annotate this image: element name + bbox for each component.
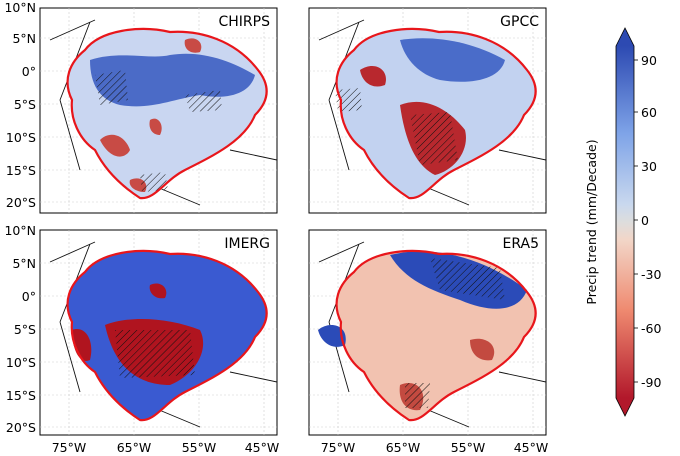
lat-tick: 10°S [6, 355, 36, 370]
significance-hatching [95, 70, 222, 192]
lat-tick: 0° [22, 64, 36, 79]
lat-tick: 0° [22, 289, 36, 304]
lat-axis-top: 10°N 5°N 0° 5°S 10°S 15°S 20°S [4, 0, 36, 210]
lat-tick: 10°N [4, 0, 36, 15]
colorbar-tick: -90 [641, 375, 661, 390]
panel-title: CHIRPS [219, 14, 271, 30]
lon-tick: 65°W [117, 440, 152, 455]
lat-tick: 10°S [6, 130, 36, 145]
panel-chirps: CHIRPS [39, 7, 278, 214]
colorbar-tick: 0 [641, 213, 649, 228]
lon-tick: 45°W [514, 440, 549, 455]
panel-title: ERA5 [503, 236, 540, 252]
lat-tick: 20°S [6, 195, 36, 210]
lon-tick: 75°W [321, 440, 356, 455]
lat-tick: 5°N [12, 31, 36, 46]
lon-tick: 55°W [451, 440, 486, 455]
lon-tick: 75°W [52, 440, 87, 455]
lat-tick: 5°N [12, 256, 36, 271]
lon-tick: 65°W [386, 440, 421, 455]
significance-hatching [335, 88, 458, 165]
colorbar-scale [616, 46, 634, 398]
panel-imerg: IMERG [39, 229, 278, 436]
panel-era5: ERA5 [308, 229, 547, 436]
colorbar-bottom-arrow [616, 398, 634, 416]
basin-boundary [66, 249, 268, 422]
basin-boundary [335, 249, 537, 422]
colorbar: 90 60 30 0 -30 -60 -90 Precip trend (mm/… [584, 27, 661, 417]
lat-tick: 20°S [6, 420, 36, 435]
colorbar-tick: -30 [641, 267, 661, 282]
colorbar-top-arrow [616, 28, 634, 46]
lon-tick: 55°W [182, 440, 217, 455]
colorbar-tick: 30 [641, 159, 657, 174]
panel-title: IMERG [224, 236, 270, 252]
colorbar-tick: 60 [641, 105, 657, 120]
significance-hatching [405, 258, 505, 408]
lat-tick: 5°S [14, 322, 36, 337]
lat-tick: 15°S [6, 388, 36, 403]
negative-trend-region [100, 38, 202, 192]
basin-boundary [335, 27, 537, 200]
significance-hatching [115, 330, 195, 378]
lat-tick: 10°N [4, 223, 36, 238]
colorbar-label: Precip trend (mm/Decade) [584, 139, 599, 304]
colorbar-tick: -60 [641, 321, 661, 336]
positive-trend-region [400, 38, 505, 82]
colorbar-tick: 90 [641, 53, 657, 68]
panel-title: GPCC [500, 14, 539, 30]
lon-axis-left: 75°W 65°W 55°W 45°W [52, 440, 280, 455]
lon-tick: 45°W [245, 440, 280, 455]
lon-axis-right: 75°W 65°W 55°W 45°W [321, 440, 549, 455]
lat-tick: 15°S [6, 163, 36, 178]
lat-axis-bottom: 10°N 5°N 0° 5°S 10°S 15°S 20°S [4, 223, 36, 435]
lat-tick: 5°S [14, 97, 36, 112]
panel-gpcc: GPCC [308, 7, 547, 214]
basin-boundary [66, 27, 268, 200]
